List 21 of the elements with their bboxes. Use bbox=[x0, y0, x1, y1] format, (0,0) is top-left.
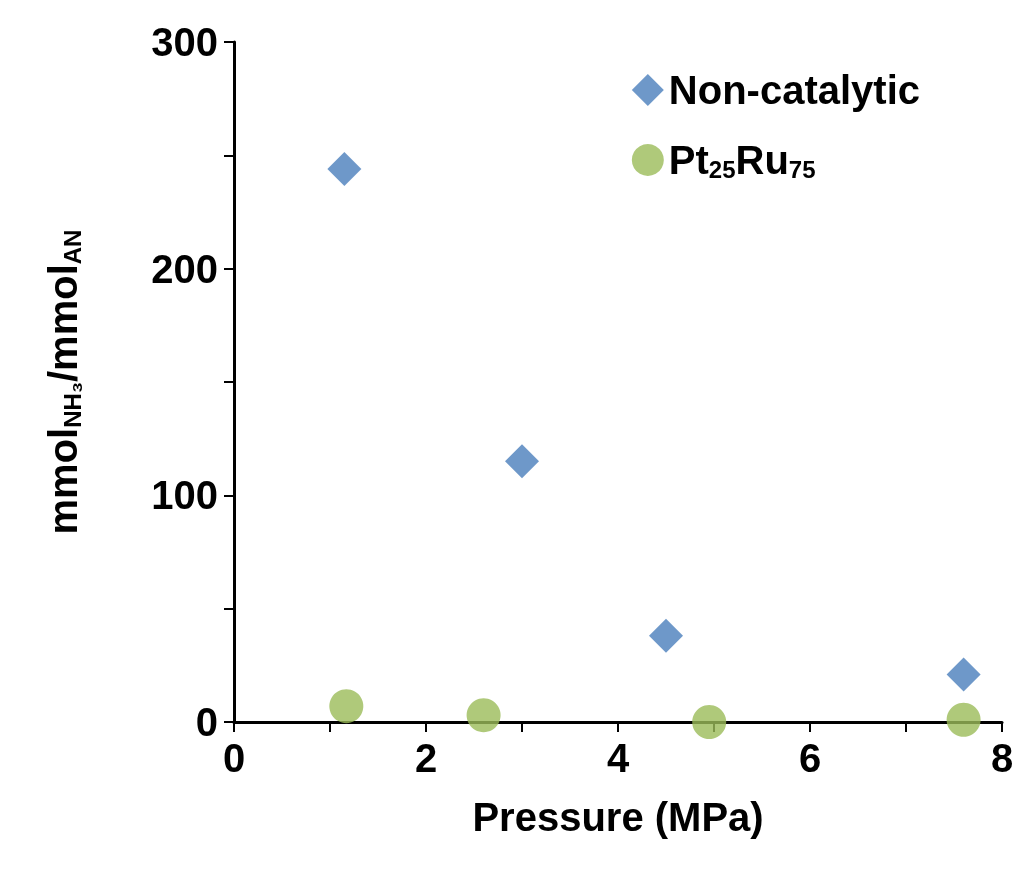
point bbox=[946, 657, 981, 692]
y-tick-label: 200 bbox=[151, 246, 218, 291]
legend-label: Pt25Ru75 bbox=[668, 138, 816, 183]
point bbox=[692, 705, 727, 739]
point bbox=[327, 151, 362, 186]
y-tick-label: 300 bbox=[151, 20, 218, 64]
legend-label: Non-catalytic bbox=[668, 68, 920, 112]
x-axis-title: Pressure (MPa) bbox=[472, 795, 764, 839]
y-tick-label: 100 bbox=[151, 473, 218, 518]
point bbox=[329, 689, 364, 724]
point bbox=[505, 444, 539, 479]
y-tick-label: 0 bbox=[195, 700, 218, 744]
point bbox=[649, 618, 683, 653]
point bbox=[466, 698, 501, 733]
y-axis-title: mmolNH₃/mmolAN bbox=[41, 229, 86, 535]
x-tick-label: 2 bbox=[414, 736, 438, 780]
x-tick-label: 6 bbox=[798, 736, 822, 780]
x-tick-label: 8 bbox=[990, 736, 1014, 780]
x-tick-label: 4 bbox=[606, 736, 630, 780]
x-tick-label: 0 bbox=[222, 736, 246, 780]
point bbox=[946, 702, 981, 737]
